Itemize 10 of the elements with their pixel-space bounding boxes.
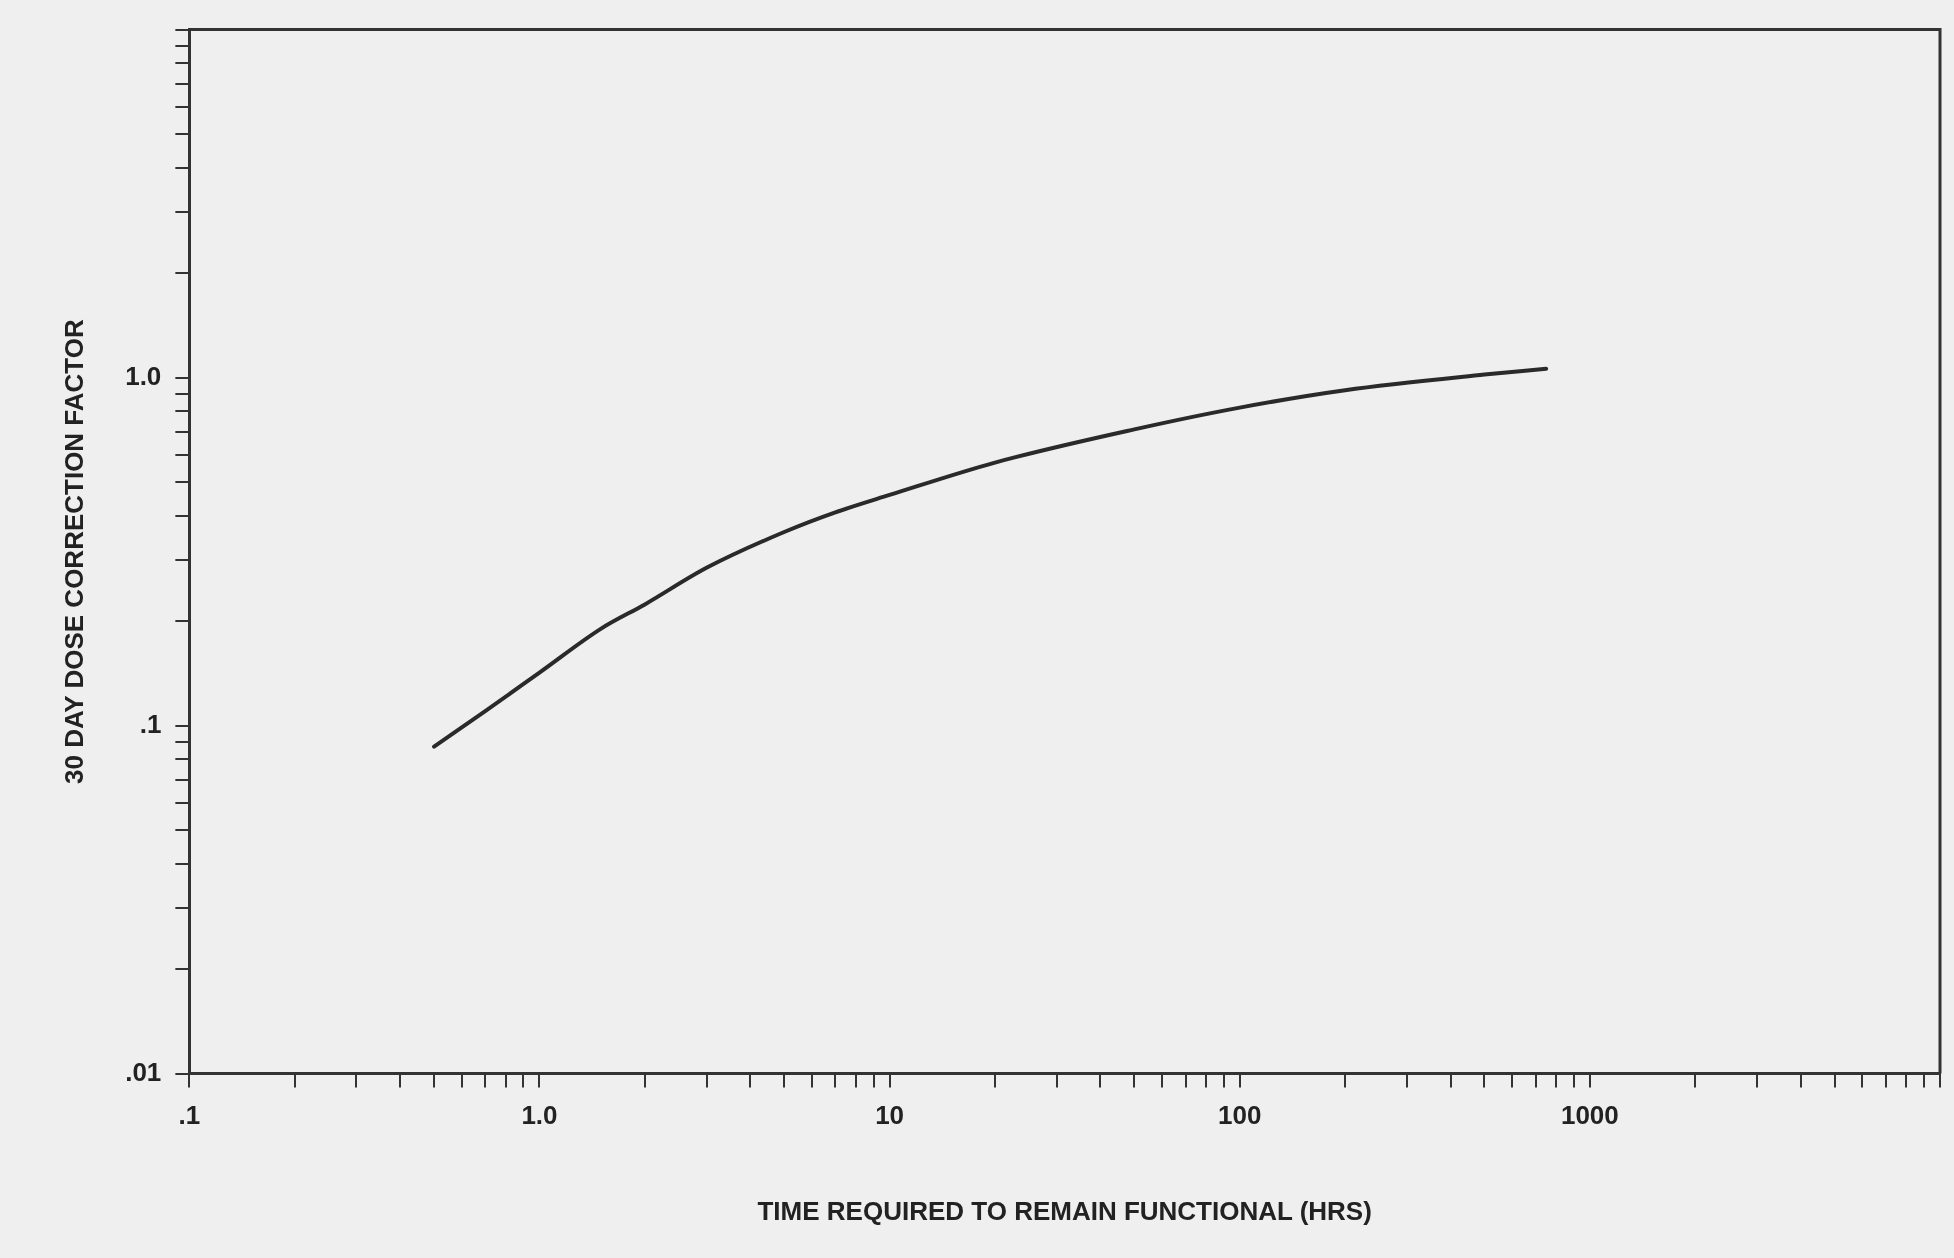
x-tick-label: 1.0 [521,1100,558,1131]
x-tick-label: 1000 [1560,1100,1619,1131]
x-tick-label: 10 [875,1100,905,1131]
x-axis-title: TIME REQUIRED TO REMAIN FUNCTIONAL (HRS) [757,1195,1372,1226]
y-axis-title: 30 DAY DOSE CORRECTION FACTOR [58,319,89,784]
x-tick-label: .1 [178,1100,201,1131]
y-tick-label: .1 [139,708,162,739]
x-tick-label: 100 [1218,1100,1262,1131]
y-tick-label: 1.0 [125,360,162,391]
y-tick-label: .01 [125,1056,162,1087]
